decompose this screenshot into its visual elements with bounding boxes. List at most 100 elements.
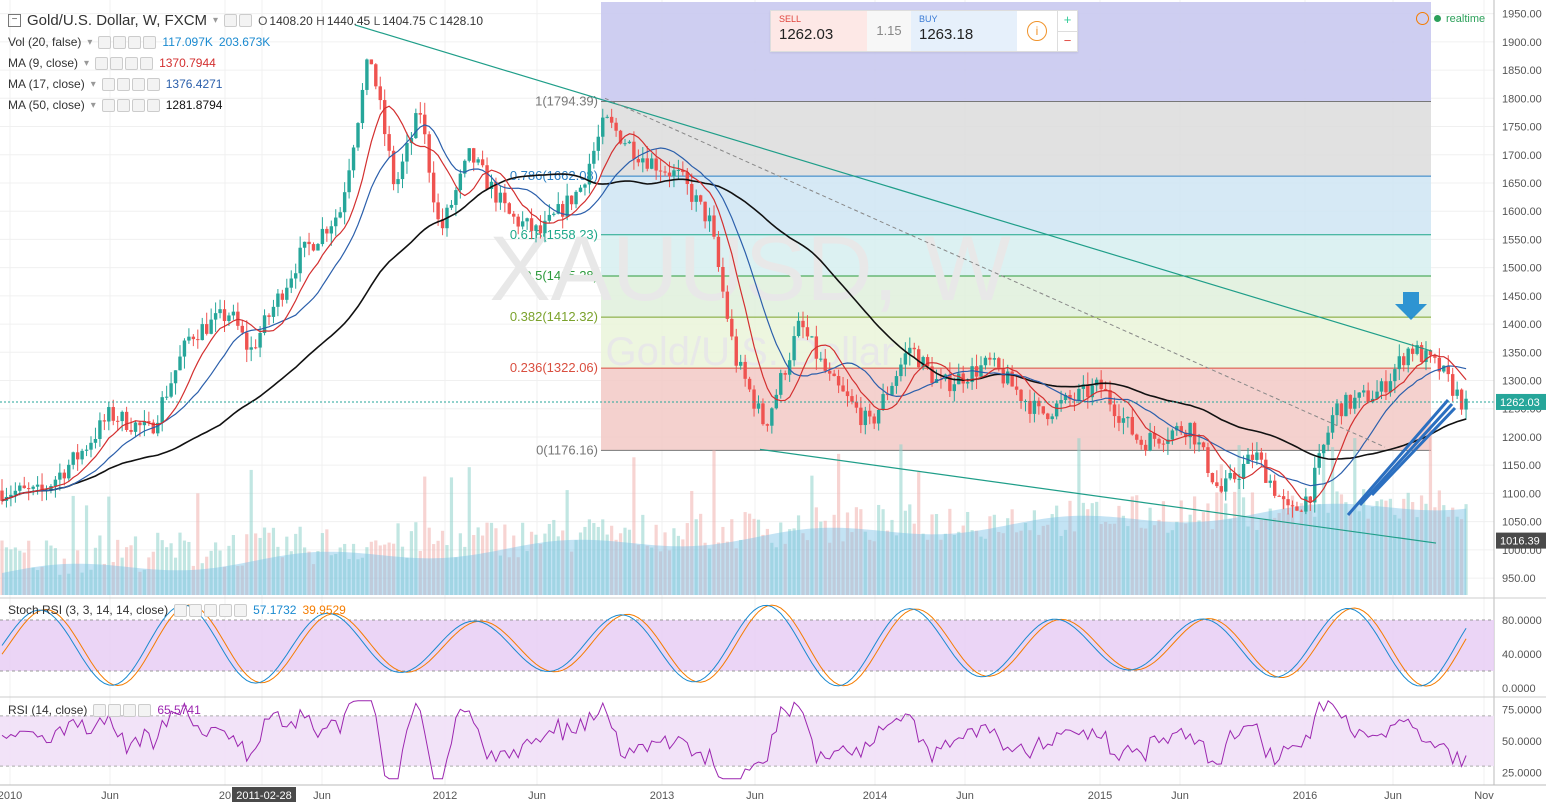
candle-body bbox=[467, 148, 471, 161]
study-tools[interactable] bbox=[95, 56, 154, 70]
study-ma9[interactable]: MA (9, close) ▾ 1370.7944 bbox=[8, 56, 216, 70]
candle-body bbox=[921, 357, 925, 368]
volume-bar bbox=[521, 522, 525, 595]
study-tools[interactable] bbox=[98, 35, 157, 49]
volume-bar bbox=[147, 557, 151, 595]
volume-bar bbox=[1219, 464, 1223, 595]
volume-bar bbox=[102, 563, 106, 595]
symbol-dropdown-icon[interactable]: ▾ bbox=[213, 15, 219, 26]
volume-bar bbox=[1299, 503, 1303, 595]
study-tools[interactable] bbox=[174, 603, 248, 617]
volume-bar bbox=[1161, 501, 1166, 595]
vol-value: 117.097K bbox=[162, 35, 213, 49]
stoch-rsi-legend[interactable]: Stoch RSI (3, 3, 14, 14, close) 57.1732 … bbox=[8, 603, 346, 617]
volume-bar bbox=[387, 542, 391, 595]
candle-body bbox=[1290, 505, 1295, 507]
warning-icon[interactable] bbox=[1416, 12, 1429, 25]
candle-body bbox=[13, 490, 18, 495]
price-tick-label: 1800.00 bbox=[1502, 93, 1542, 105]
volume-bar bbox=[983, 538, 988, 595]
volume-bar bbox=[538, 543, 543, 595]
time-tick-label: Jun bbox=[1384, 790, 1402, 802]
buy-button[interactable]: BUY 1263.18 bbox=[911, 11, 1017, 51]
volume-bar bbox=[1188, 514, 1192, 595]
candle-body bbox=[632, 141, 636, 159]
study-ma50[interactable]: MA (50, close) ▾ 1281.8794 bbox=[8, 98, 223, 112]
candle-body bbox=[1014, 386, 1019, 390]
volume-bar bbox=[44, 540, 49, 595]
candle-body bbox=[792, 336, 796, 361]
candle-body bbox=[378, 86, 382, 101]
info-icon: i bbox=[1027, 21, 1047, 41]
volume-bar bbox=[966, 511, 970, 595]
volume-bar bbox=[472, 535, 476, 595]
volume-bar bbox=[58, 574, 62, 595]
candle-body bbox=[556, 204, 560, 214]
volume-bar bbox=[1313, 516, 1317, 595]
fib-zone bbox=[601, 368, 1431, 451]
volume-bar bbox=[837, 453, 841, 595]
minus-icon[interactable]: − bbox=[1057, 30, 1077, 51]
fib-zone bbox=[601, 317, 1431, 369]
candle-body bbox=[463, 160, 467, 174]
volume-bar bbox=[231, 534, 235, 595]
candle-body bbox=[979, 365, 983, 377]
volume-bar bbox=[409, 531, 413, 595]
volume-bar bbox=[1081, 502, 1085, 595]
candle-body bbox=[1437, 357, 1442, 372]
candle-body bbox=[418, 113, 422, 115]
plus-icon[interactable]: + bbox=[1057, 11, 1077, 31]
candle-body bbox=[881, 394, 885, 410]
candle-body bbox=[1281, 496, 1286, 500]
candle-body bbox=[213, 313, 218, 320]
rsi-legend[interactable]: RSI (14, close) 65.5741 bbox=[8, 703, 201, 717]
candle-body bbox=[765, 424, 770, 426]
volume-bar bbox=[1210, 529, 1214, 595]
candle-body bbox=[529, 218, 534, 231]
volume-bar bbox=[788, 529, 792, 595]
volume-bar bbox=[917, 471, 921, 595]
candle-body bbox=[107, 407, 111, 422]
fib-zone bbox=[601, 234, 1431, 276]
volume-bar bbox=[1428, 429, 1433, 595]
volume-bar bbox=[329, 555, 333, 595]
volume-bar bbox=[1108, 523, 1112, 595]
volume-bar bbox=[1371, 506, 1375, 595]
study-vol[interactable]: Vol (20, false) ▾ 117.097K 203.673K bbox=[8, 35, 271, 49]
candle-body bbox=[1121, 418, 1126, 423]
legend-tools[interactable] bbox=[224, 14, 253, 27]
rsi-tick-label: 50.0000 bbox=[1502, 736, 1542, 748]
volume-bar bbox=[556, 536, 560, 595]
volume-bar bbox=[1464, 504, 1468, 595]
volume-bar bbox=[31, 567, 35, 595]
volume-bar bbox=[1224, 503, 1228, 595]
study-tools[interactable] bbox=[101, 77, 160, 91]
sell-button[interactable]: SELL 1262.03 bbox=[771, 11, 867, 51]
study-tools[interactable] bbox=[101, 98, 160, 112]
candle-body bbox=[1103, 388, 1108, 391]
candle-body bbox=[1419, 345, 1424, 363]
volume-bar bbox=[1415, 517, 1419, 595]
study-tools[interactable] bbox=[93, 703, 152, 717]
volume-bar bbox=[360, 557, 365, 595]
collapse-legend-icon[interactable]: − bbox=[8, 14, 21, 27]
candle-body bbox=[1099, 379, 1103, 389]
candle-body bbox=[819, 358, 823, 360]
candle-body bbox=[1273, 480, 1277, 496]
volume-bar bbox=[1041, 525, 1045, 595]
symbol-title[interactable]: Gold/U.S. Dollar, W, FXCM bbox=[27, 12, 208, 29]
candle-body bbox=[440, 219, 445, 229]
info-button[interactable]: i bbox=[1017, 11, 1057, 51]
volume-bar bbox=[796, 515, 801, 595]
candle-body bbox=[1459, 389, 1464, 410]
volume-bar bbox=[36, 570, 40, 595]
candle-body bbox=[160, 397, 164, 423]
volume-bar bbox=[427, 527, 431, 595]
volume-bar bbox=[667, 550, 672, 595]
volume-bar bbox=[53, 548, 57, 595]
volume-bar bbox=[347, 559, 351, 595]
candle-body bbox=[1384, 381, 1388, 393]
study-ma17[interactable]: MA (17, close) ▾ 1376.4271 bbox=[8, 77, 223, 91]
stoch-band bbox=[0, 620, 1494, 671]
